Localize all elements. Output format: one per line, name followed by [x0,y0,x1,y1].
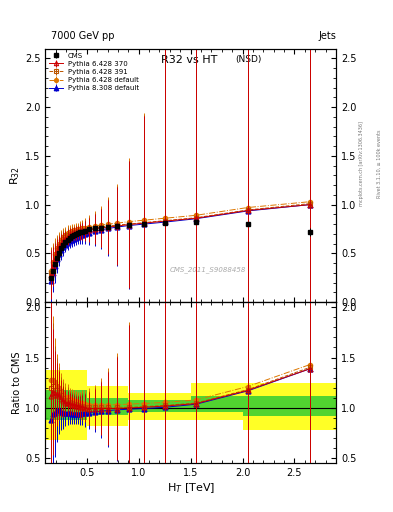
Text: mcplots.cern.ch [arXiv:1306.3436]: mcplots.cern.ch [arXiv:1306.3436] [359,121,364,206]
Text: CMS_2011_S9088458: CMS_2011_S9088458 [170,266,246,272]
Text: Rivet 3.1.10, ≥ 100k events: Rivet 3.1.10, ≥ 100k events [377,130,382,198]
Y-axis label: Ratio to CMS: Ratio to CMS [12,351,22,414]
Text: 7000 GeV pp: 7000 GeV pp [51,31,115,41]
Legend: CMS, Pythia 6.428 370, Pythia 6.428 391, Pythia 6.428 default, Pythia 8.308 defa: CMS, Pythia 6.428 370, Pythia 6.428 391,… [47,51,141,93]
Text: Jets: Jets [318,31,336,41]
Text: (NSD): (NSD) [236,55,262,64]
X-axis label: H$_{T}$ [TeV]: H$_{T}$ [TeV] [167,481,215,495]
Text: R32 vs HT: R32 vs HT [161,55,220,65]
Y-axis label: R$_{32}$: R$_{32}$ [8,166,22,185]
